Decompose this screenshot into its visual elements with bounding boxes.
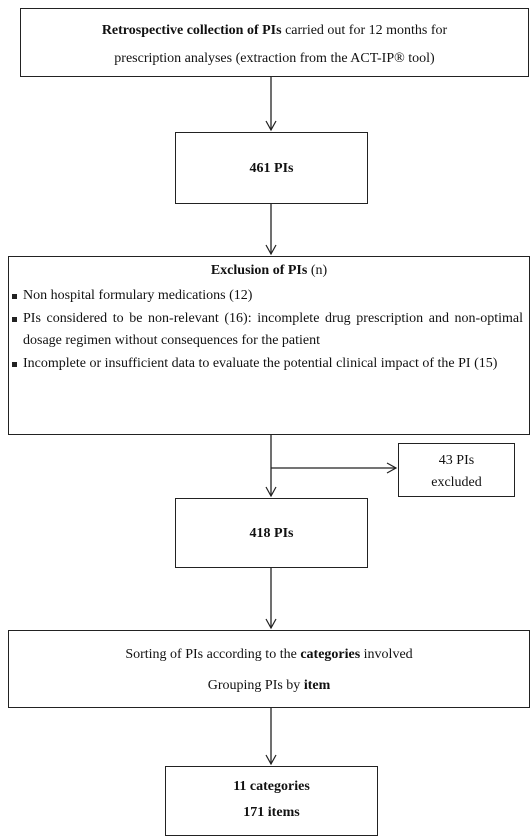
bullet: Non hospital formulary medications (12): [12, 285, 523, 308]
box: Sorting of PIs according to the categori…: [8, 630, 530, 708]
text: (n): [307, 263, 328, 278]
box: 11 categories 171 items: [165, 766, 378, 836]
bullet-list: Non hospital formulary medications (12) …: [9, 285, 529, 375]
text-line: 11 categories: [166, 779, 377, 795]
text-line: Sorting of PIs according to the categori…: [9, 647, 529, 663]
text: involved: [360, 647, 413, 662]
text: prescription analyses (extraction from t…: [114, 51, 435, 66]
text-line: prescription analyses (extraction from t…: [21, 51, 528, 67]
text: Sorting of PIs according to the: [125, 647, 301, 662]
text: Exclusion of PIs: [210, 263, 308, 278]
box: 43 PIs excluded: [398, 443, 515, 497]
text: 11 categories: [233, 779, 310, 794]
text: Retrospective collection of PIs: [101, 23, 282, 38]
text-line: Exclusion of PIs (n): [9, 263, 529, 279]
text: item: [303, 678, 331, 693]
text: categories: [300, 647, 361, 662]
bullet: PIs considered to be non-relevant (16): …: [12, 308, 523, 353]
text: excluded: [431, 475, 482, 490]
text: Grouping PIs by: [207, 678, 304, 693]
box: 418 PIs: [175, 498, 368, 568]
text: 43 PIs: [438, 453, 475, 468]
text-line: 43 PIs: [399, 453, 514, 469]
text: 171 items: [243, 805, 300, 820]
text: carried out for 12 months for: [281, 23, 448, 38]
box: Exclusion of PIs (n) Non hospital formul…: [8, 256, 530, 435]
text-line: 418 PIs: [176, 526, 367, 542]
text-line: 171 items: [166, 805, 377, 821]
text: 418 PIs: [249, 526, 294, 541]
text: 461 PIs: [249, 161, 294, 176]
text-line: 461 PIs: [176, 161, 367, 177]
text-line: Grouping PIs by item: [9, 678, 529, 694]
box: 461 PIs: [175, 132, 368, 204]
text-line: excluded: [399, 475, 514, 491]
text-line: Retrospective collection of PIs carried …: [21, 23, 528, 39]
bullet: Incomplete or insufficient data to evalu…: [12, 353, 523, 376]
box: Retrospective collection of PIs carried …: [20, 8, 529, 77]
